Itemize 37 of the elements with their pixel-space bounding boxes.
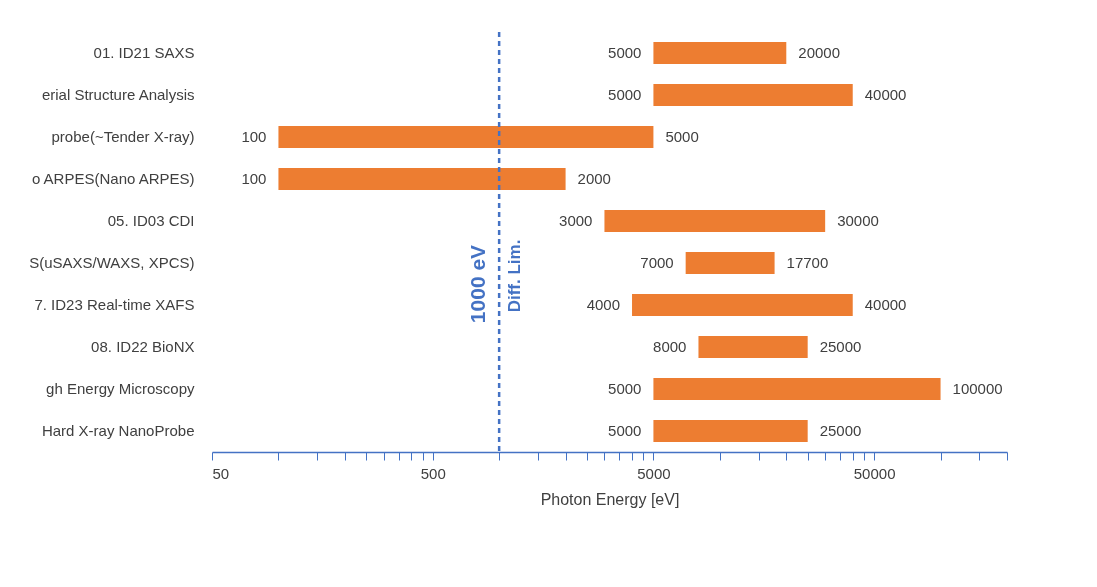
data-label: 40000 — [864, 296, 907, 313]
annotation: Diff. Lim. — [505, 239, 525, 313]
data-label: 17700 — [786, 254, 829, 271]
y-tick-label: probe(~Tender X-ray) — [51, 128, 195, 145]
y-tick-label: o ARPES(Nano ARPES) — [31, 170, 195, 187]
annotation: 100 — [241, 170, 267, 187]
annotation: 7000 — [640, 254, 674, 271]
annotation: 5000 — [608, 380, 642, 397]
data-label: 30000 — [837, 212, 879, 229]
data-label: 20000 — [798, 44, 841, 61]
annotation: 5000 — [608, 86, 642, 103]
x-axis-title: Photon Energy [eV] — [540, 490, 680, 508]
data-label: 100000 — [952, 380, 1003, 397]
x-tick-label: 50000 — [853, 464, 896, 482]
data-label: 25000 — [819, 422, 862, 439]
y-tick-label: 01. ID21 SAXS — [93, 44, 195, 61]
data-label: 25000 — [819, 338, 862, 355]
x-tick-label: 50 — [212, 464, 230, 482]
data-label: 5000 — [665, 128, 699, 145]
data-label: 40000 — [864, 86, 907, 103]
y-tick-label: 7. ID23 Real-time XAFS — [34, 296, 195, 313]
annotation: 100 — [241, 128, 267, 145]
x-tick-label: 500 — [420, 464, 446, 482]
y-tick-label: 08. ID22 BioNX — [91, 338, 195, 355]
y-tick-label: S(uSAXS/WAXS, XPCS) — [29, 254, 195, 271]
annotation: 5000 — [608, 422, 642, 439]
annotation: 8000 — [653, 338, 687, 355]
y-tick-label: Hard X-ray NanoProbe — [41, 422, 195, 439]
y-tick-label: 05. ID03 CDI — [107, 212, 195, 229]
ref-line-label: 1000 eV — [466, 244, 490, 324]
y-tick-label: gh Energy Microscopy — [46, 380, 195, 397]
x-tick-label: 5000 — [637, 464, 671, 482]
annotation: 5000 — [608, 44, 642, 61]
annotation: 3000 — [559, 212, 593, 229]
annotation: 4000 — [586, 296, 621, 313]
data-label: 2000 — [577, 170, 611, 187]
y-tick-label: erial Structure Analysis — [41, 86, 195, 103]
